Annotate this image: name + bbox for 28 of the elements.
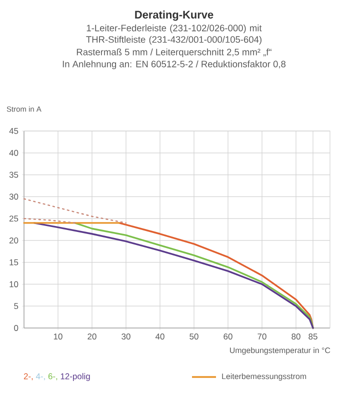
y-tick-label: 20	[9, 237, 18, 244]
y-tick-label: 15	[10, 259, 18, 266]
x-tick-label: 50	[190, 334, 198, 340]
y-tick-label: 5	[14, 303, 18, 310]
y-tick-label: 40	[9, 150, 18, 156]
x-tick-label: 70	[258, 334, 266, 340]
x-tick-label: 20	[88, 334, 96, 340]
text: 6-,	[48, 373, 58, 380]
y-tick-label: 45	[9, 128, 18, 134]
y-tick-label: 35	[9, 172, 18, 178]
x-tick-label: 10	[54, 334, 62, 340]
x-tick-label: 60	[224, 334, 232, 340]
text: In Anlehnung an: EN 60512-5-2 / Reduktionsfaktor 0,8	[62, 60, 286, 70]
chart-subtitle: 1-Leiter-Federleiste (231-102/026-000) mit THR-Stiftleiste (231-432/001-000/105-604)	[86, 24, 262, 45]
y-tick-label: 10	[10, 281, 18, 288]
x-tick-label: 30	[122, 334, 130, 340]
line-series	[23, 198, 127, 224]
text: 2-,	[24, 373, 33, 380]
x-tick-label: 80	[292, 334, 300, 340]
text: Rastermaß 5 mm / Leiterquerschnitt 2,5 mm² „f“	[76, 48, 272, 58]
y-tick-label: 30	[9, 194, 18, 200]
text: 12-polig	[60, 373, 90, 381]
y-tick-label: 25	[9, 216, 18, 222]
x-tick-label: 85	[308, 334, 318, 340]
chart-title: Derating-Kurve	[135, 10, 214, 21]
x-tick-label: 40	[155, 334, 164, 340]
legend-label: 4-,	[36, 373, 45, 380]
y-tick-label: 0	[14, 325, 18, 331]
